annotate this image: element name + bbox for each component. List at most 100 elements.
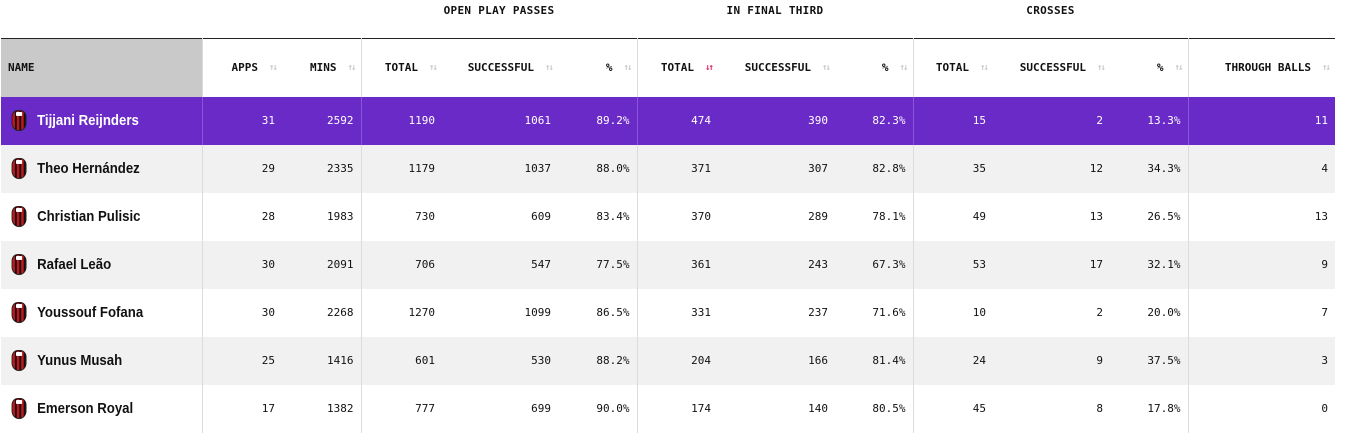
player-name-cell[interactable]: Christian Pulisic	[1, 193, 178, 241]
sort-icon[interactable]: ↑↓	[429, 62, 438, 73]
sort-icon[interactable]: ↑↓	[347, 62, 357, 73]
column-header-name[interactable]: NAME ↑↓	[1, 38, 202, 97]
cell-cr-total: 15	[912, 96, 993, 145]
cell-cr-pct: 34.3%	[1147, 162, 1181, 175]
cell-op-successful: 699	[531, 402, 551, 415]
player-name: Christian Pulisic	[37, 208, 141, 225]
cell-cr-total: 35	[912, 144, 993, 193]
cell-apps: 31	[201, 96, 282, 145]
cell-ft-pct: 81.4%	[872, 354, 906, 367]
player-name-cell[interactable]: Yunus Musah	[1, 337, 178, 385]
cell-through-balls: 11	[1187, 96, 1335, 145]
sort-descending-icon[interactable]: ↓↑	[705, 62, 714, 73]
column-header-op-pct[interactable]: % ↑↓	[558, 39, 637, 97]
sort-icon[interactable]: ↑↓	[545, 62, 554, 73]
group-header-open-play-passes: OPEN PLAY PASSES	[443, 4, 555, 17]
cell-through-balls: 9	[1187, 240, 1335, 289]
column-header-label: APPS	[231, 61, 259, 75]
table-row[interactable]: Tijjani Reijnders 31 2592 1190 1061 89.2% 474 3…	[1, 96, 1335, 145]
cell-ft-successful: 307	[808, 162, 828, 175]
table-row[interactable]: Youssouf Fofana 30 2268 1270 1099 86.5% 331 237…	[1, 288, 1335, 337]
cell-op-total: 706	[360, 240, 442, 289]
cell-ft-total: 204	[636, 336, 718, 385]
cell-ft-total: 331	[636, 288, 718, 337]
column-header-cr-pct[interactable]: % ↑↓	[1110, 39, 1188, 97]
column-header-label: %	[605, 61, 613, 75]
cell-cr-pct: 26.5%	[1147, 210, 1181, 223]
column-header-cr-successful[interactable]: SUCCESSFUL ↑↓	[993, 39, 1110, 97]
cell-op-total: 777	[360, 384, 442, 433]
player-name-cell[interactable]: Tijjani Reijnders	[1, 97, 178, 145]
ac-milan-crest-icon	[11, 206, 27, 227]
cell-cr-successful: 17	[1089, 258, 1103, 271]
cell-through-balls: 7	[1187, 288, 1335, 337]
cell-ft-pct: 82.3%	[872, 114, 906, 127]
column-header-label: TOTAL	[384, 61, 418, 75]
player-name-cell[interactable]: Youssouf Fofana	[1, 289, 178, 337]
cell-op-pct: 88.2%	[596, 354, 630, 367]
sort-icon[interactable]: ↑↓	[269, 62, 278, 73]
ac-milan-crest-icon	[11, 398, 27, 419]
cell-cr-pct: 20.0%	[1147, 306, 1181, 319]
cell-op-successful: 1037	[524, 162, 552, 175]
cell-op-successful: 1099	[524, 306, 552, 319]
column-header-op-successful[interactable]: SUCCESSFUL ↑↓	[442, 39, 558, 97]
cell-cr-pct: 17.8%	[1147, 402, 1181, 415]
column-header-label: SUCCESSFUL	[744, 61, 811, 75]
player-name: Theo Hernández	[37, 160, 140, 177]
column-header-label: NAME	[8, 61, 35, 75]
cell-ft-total: 174	[636, 384, 718, 433]
cell-ft-successful: 237	[808, 306, 828, 319]
cell-cr-total: 49	[912, 192, 993, 241]
cell-mins: 2268	[327, 306, 354, 319]
cell-ft-successful: 289	[808, 210, 828, 223]
cell-op-successful: 609	[531, 210, 551, 223]
column-header-through-balls[interactable]: THROUGH BALLS ↑↓	[1187, 38, 1335, 97]
column-header-op-total[interactable]: TOTAL ↑↓	[360, 38, 442, 97]
cell-mins: 2091	[327, 258, 354, 271]
column-header-ft-pct[interactable]: % ↑↓	[835, 39, 913, 97]
sort-icon[interactable]: ↑↓	[980, 62, 989, 73]
sort-icon[interactable]: ↑↓	[42, 62, 52, 73]
cell-ft-pct: 67.3%	[872, 258, 906, 271]
group-header-crosses: CROSSES	[1026, 4, 1075, 17]
cell-cr-total: 24	[912, 336, 993, 385]
cell-mins: 1416	[327, 354, 354, 367]
column-header-apps[interactable]: APPS ↑↓	[201, 38, 282, 97]
cell-cr-pct: 32.1%	[1147, 258, 1181, 271]
table-row[interactable]: Yunus Musah 25 1416 601 530 88.2% 204 166 81.4% 2…	[1, 336, 1335, 385]
cell-cr-successful: 13	[1089, 210, 1103, 223]
cell-op-pct: 90.0%	[596, 402, 630, 415]
cell-op-pct: 89.2%	[596, 114, 630, 127]
sort-icon[interactable]: ↑↓	[822, 62, 831, 73]
table-row[interactable]: Rafael Leão 30 2091 706 547 77.5% 361 243 67.3% 5…	[1, 240, 1335, 289]
cell-op-total: 1190	[360, 96, 442, 145]
sort-icon[interactable]: ↑↓	[1174, 62, 1184, 73]
sort-icon[interactable]: ↑↓	[623, 62, 633, 73]
column-header-ft-total[interactable]: TOTAL ↓↑	[636, 38, 718, 97]
column-header-cr-total[interactable]: TOTAL ↑↓	[912, 38, 993, 97]
player-name-cell[interactable]: Theo Hernández	[1, 145, 178, 193]
cell-op-total: 1270	[360, 288, 442, 337]
sort-icon[interactable]: ↑↓	[1097, 62, 1106, 73]
column-header-mins[interactable]: MINS ↑↓	[282, 39, 361, 97]
column-header-label: TOTAL	[935, 61, 969, 75]
player-name: Rafael Leão	[37, 256, 112, 273]
sort-icon[interactable]: ↑↓	[899, 62, 909, 73]
table-header: NAME ↑↓ APPS ↑↓ MINS ↑↓ TOTAL ↑↓ SUCCESSFUL ↑↓% ↑↓…	[1, 38, 1335, 97]
cell-op-successful: 1061	[524, 114, 552, 127]
sort-icon[interactable]: ↑↓	[1322, 62, 1331, 73]
cell-ft-successful: 166	[808, 354, 828, 367]
player-name-cell[interactable]: Emerson Royal	[1, 385, 178, 433]
cell-cr-successful: 8	[1096, 402, 1103, 415]
cell-cr-successful: 2	[1096, 306, 1103, 319]
table-row[interactable]: Emerson Royal 17 1382 777 699 90.0% 174 140 80.5…	[1, 384, 1335, 433]
player-name-cell[interactable]: Rafael Leão	[1, 241, 178, 289]
cell-ft-successful: 140	[808, 402, 828, 415]
cell-through-balls: 0	[1187, 384, 1335, 433]
cell-apps: 30	[201, 240, 282, 289]
cell-cr-total: 10	[912, 288, 993, 337]
table-row[interactable]: Christian Pulisic 28 1983 730 609 83.4% 370 289…	[1, 192, 1335, 241]
table-row[interactable]: Theo Hernández 29 2335 1179 1037 88.0% 371 307 8…	[1, 144, 1335, 193]
column-header-ft-successful[interactable]: SUCCESSFUL ↑↓	[718, 39, 835, 97]
